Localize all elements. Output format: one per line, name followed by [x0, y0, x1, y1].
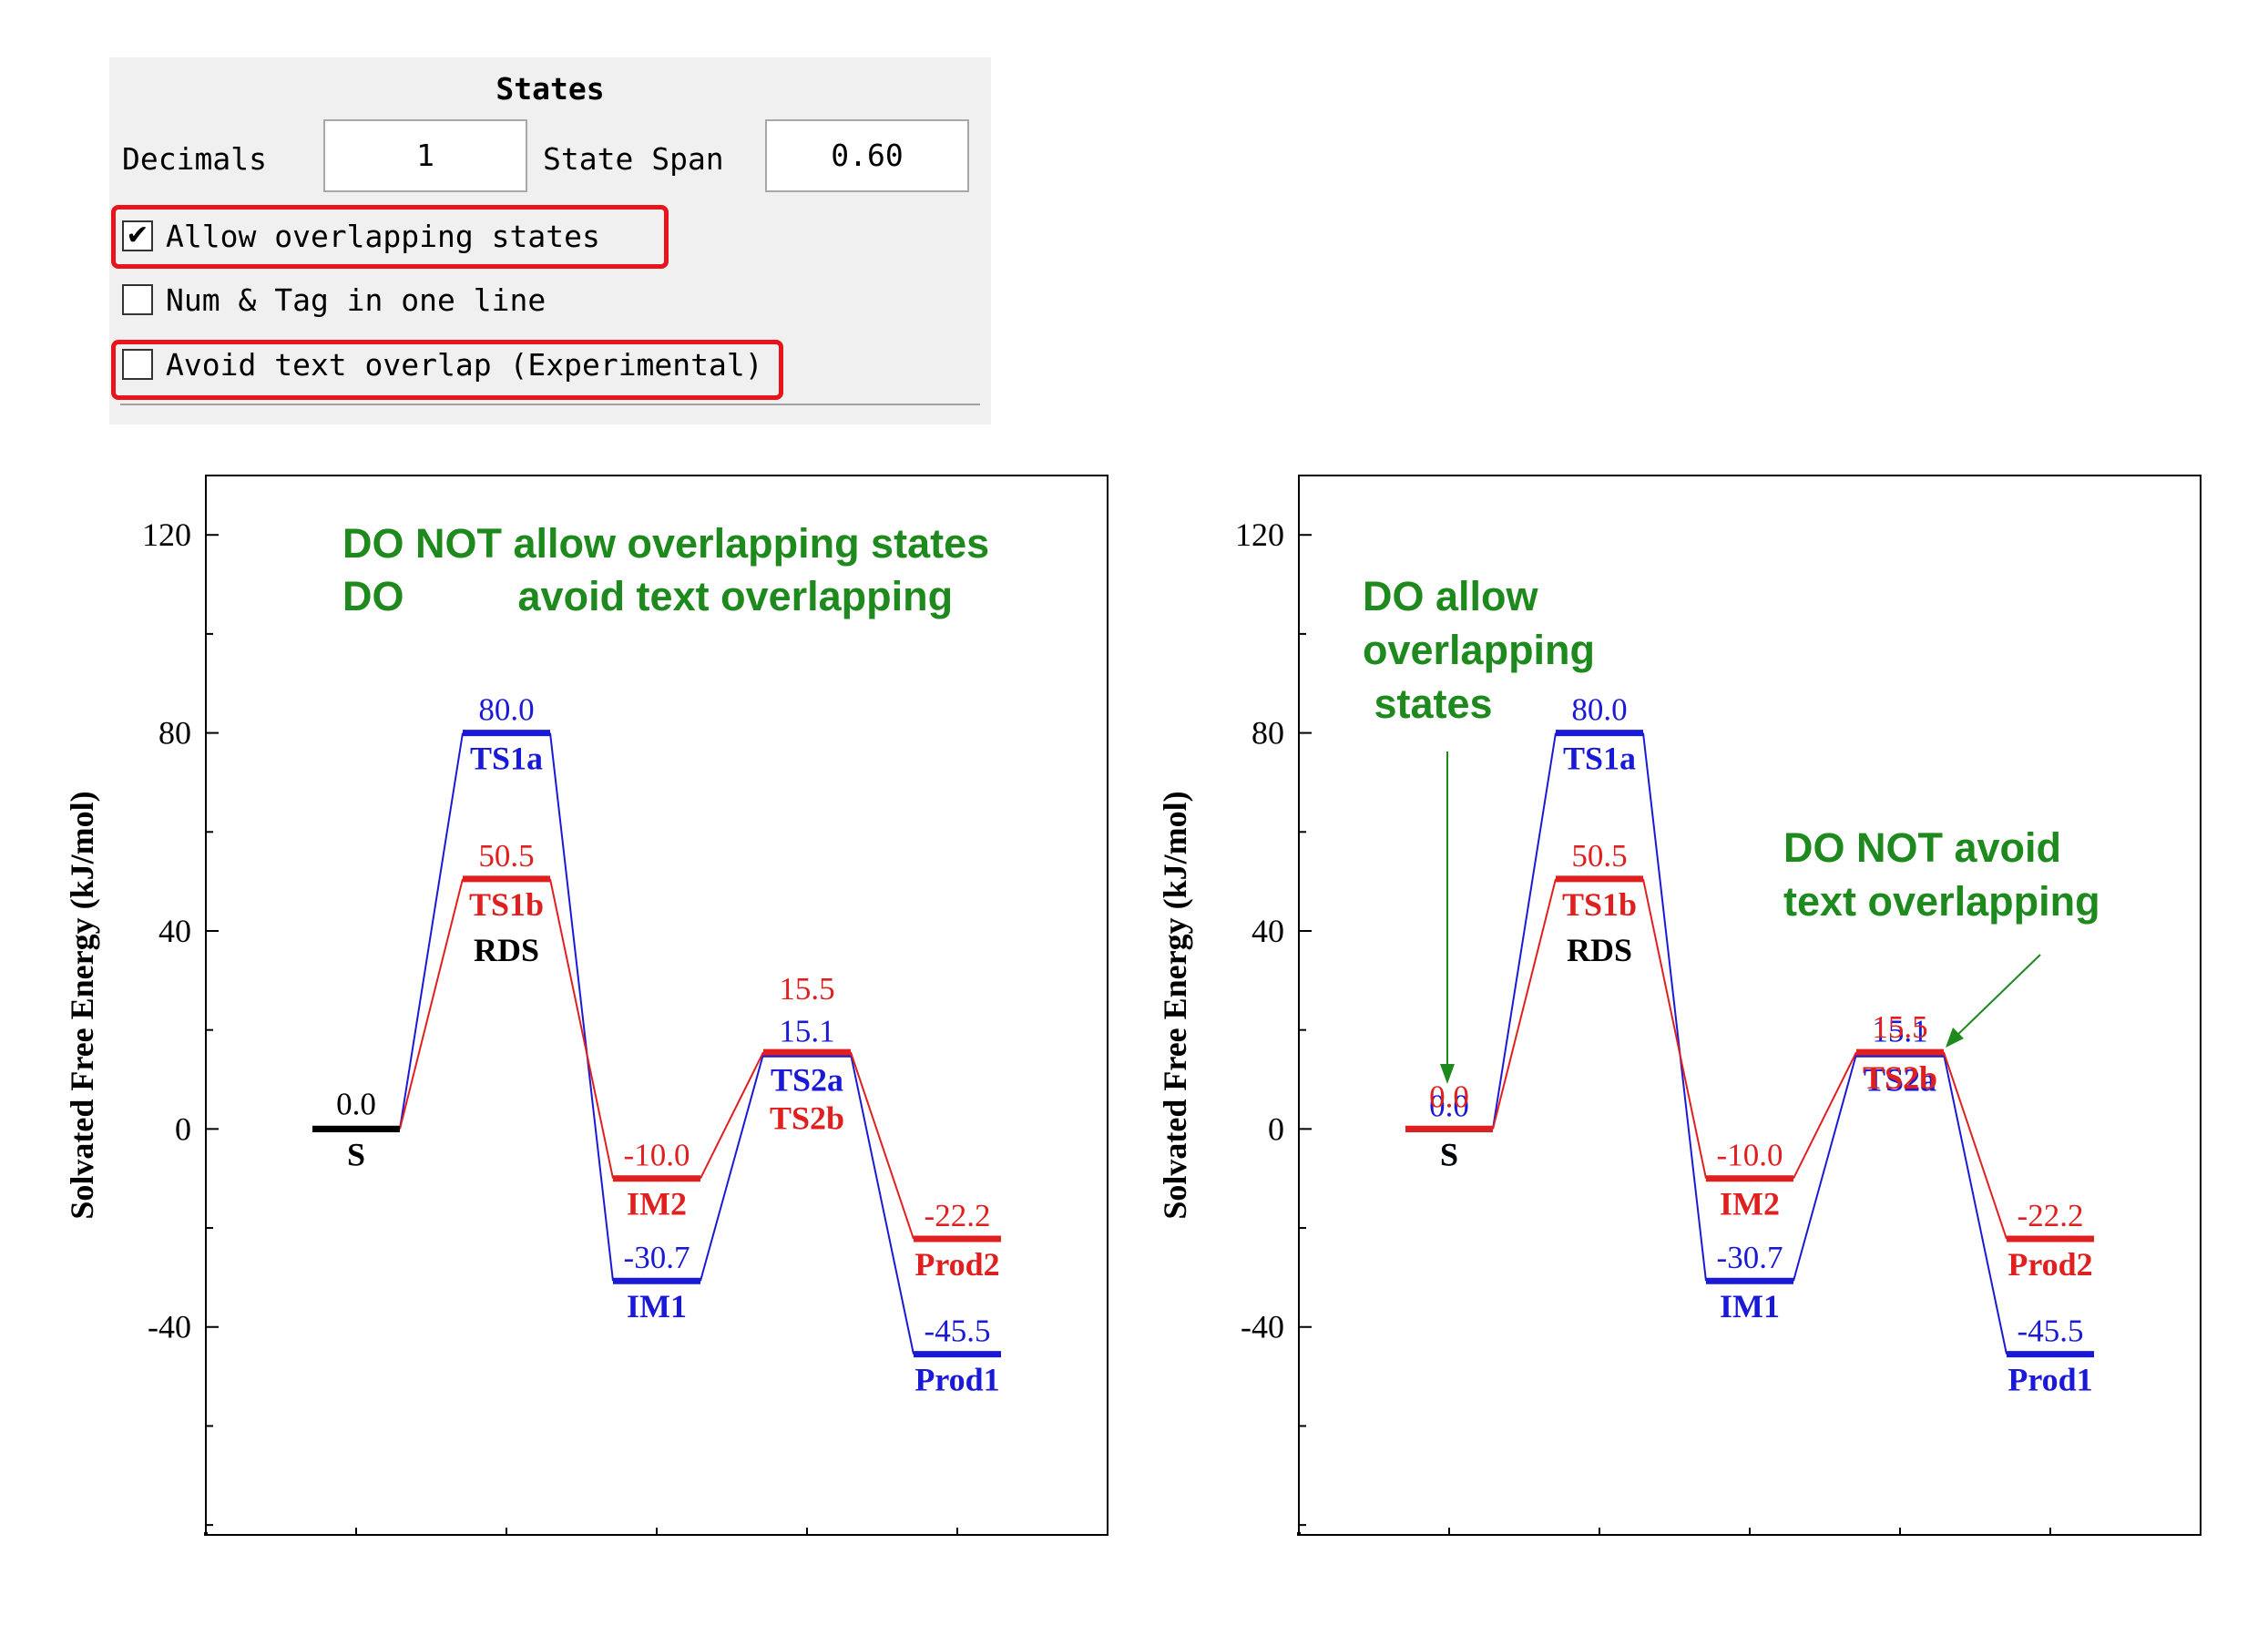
annotation-text: DO avoid text overlapping: [342, 573, 953, 619]
connector-line: [700, 1054, 764, 1282]
energy-profile-chart-left: -40 0 40 80 120 Solvated Free Energy (kJ/mol)…: [64, 475, 1108, 1536]
y-tick-label: 40: [1251, 913, 1284, 949]
connector-line: [850, 1054, 914, 1355]
y-tick-label: 40: [158, 913, 191, 949]
connector-line: [1492, 878, 1557, 1130]
connector-line: [1642, 878, 1707, 1179]
state-name-label: TS1b: [1562, 886, 1637, 923]
connector-line: [1793, 1051, 1857, 1180]
connector-line: [700, 1051, 764, 1180]
y-tick-label: -40: [148, 1309, 191, 1345]
allow-overlapping-option[interactable]: ✔ Allow overlapping states: [122, 210, 600, 261]
state-name-label: Prod2: [914, 1246, 999, 1283]
arrow-line: [1953, 954, 2041, 1039]
num-tag-option[interactable]: Num & Tag in one line: [122, 274, 546, 325]
connector-line: [1943, 1051, 2007, 1240]
y-tick-label: 80: [158, 715, 191, 752]
value-label: 50.5: [478, 838, 534, 874]
state-name-label: IM2: [1720, 1186, 1780, 1222]
value-label: 80.0: [478, 692, 534, 728]
num-tag-label: Num & Tag in one line: [166, 281, 547, 318]
y-tick-label: 0: [1268, 1110, 1284, 1147]
value-label: -10.0: [1717, 1138, 1783, 1173]
connector-line: [399, 878, 464, 1130]
state-name-label: S: [1440, 1136, 1458, 1172]
rds-label: RDS: [1567, 932, 1632, 968]
decimals-input[interactable]: 1: [323, 119, 527, 192]
state-name-label: TS2a: [1864, 1061, 1936, 1098]
value-label: 15.1: [779, 1013, 834, 1048]
state-name-label: Prod2: [2007, 1246, 2092, 1283]
value-label: 15.5: [1872, 1009, 1927, 1045]
state-name-label: TS2b: [770, 1099, 844, 1136]
arrow-head-icon: [1946, 1028, 1964, 1048]
allow-overlapping-checkbox[interactable]: ✔: [122, 220, 153, 251]
annotation-text: DO allow: [1363, 573, 1539, 619]
state-name-label: S: [347, 1136, 365, 1172]
decimals-label: Decimals: [122, 141, 267, 177]
value-label: -45.5: [2018, 1314, 2084, 1349]
states-settings-panel: States Decimals 1 State Span 0.60 ✔ Allo…: [109, 57, 991, 424]
y-tick-label: 80: [1251, 715, 1284, 752]
arrow-head-icon: [1440, 1064, 1455, 1084]
value-label: -45.5: [925, 1314, 991, 1349]
y-tick-label: 0: [175, 1110, 191, 1147]
value-label: 15.1: [1872, 1013, 1927, 1048]
annotation-text: states: [1363, 680, 1493, 727]
num-tag-checkbox[interactable]: [122, 284, 153, 315]
value-label: 0.0: [336, 1086, 376, 1121]
annotation-text: DO NOT allow overlapping states: [342, 520, 989, 567]
state-name-label: S: [1440, 1136, 1458, 1172]
value-label: -22.2: [925, 1198, 991, 1233]
origin-dot: [204, 1532, 208, 1536]
value-label: 50.5: [1571, 838, 1627, 874]
value-label: 15.5: [779, 971, 834, 1007]
avoid-text-overlap-option[interactable]: Avoid text overlap (Experimental): [122, 339, 763, 390]
value-label: 0.0: [1429, 1079, 1469, 1114]
state-span-label: State Span: [543, 141, 724, 177]
connector-line: [549, 878, 614, 1179]
state-name-label: TS1a: [470, 741, 543, 777]
avoid-text-overlap-label: Avoid text overlap (Experimental): [166, 346, 763, 383]
panel-divider: [120, 404, 980, 405]
state-name-label: Prod1: [914, 1362, 999, 1398]
y-axis-label: Solvated Free Energy (kJ/mol): [64, 791, 100, 1219]
annotation-text: overlapping: [1363, 627, 1595, 673]
value-label: 0.0: [1429, 1088, 1469, 1123]
connector-line: [399, 732, 464, 1130]
value-label: -30.7: [624, 1240, 690, 1275]
state-name-label: IM1: [1720, 1288, 1780, 1324]
connector-line: [1492, 732, 1557, 1130]
value-label: -10.0: [624, 1138, 690, 1173]
y-tick-label: 120: [1235, 516, 1284, 553]
energy-profile-chart-right: -40 0 40 80 120 Solvated Free Energy (kJ/mol)…: [1157, 475, 2202, 1536]
checkmark-icon: ✔: [126, 220, 149, 251]
value-label: -22.2: [2018, 1198, 2084, 1233]
annotation-text: text overlapping: [1783, 878, 2100, 925]
connector-line: [1642, 732, 1707, 1282]
state-name-label: Prod1: [2007, 1362, 2092, 1398]
state-name-label: TS2a: [771, 1061, 843, 1098]
value-label: 80.0: [1571, 692, 1627, 728]
panel-title: States: [495, 71, 605, 107]
value-label: -30.7: [1717, 1240, 1783, 1275]
y-tick-label: 120: [142, 516, 191, 553]
state-name-label: IM2: [627, 1186, 687, 1222]
state-name-label: TS1b: [469, 886, 544, 923]
connector-line: [1943, 1054, 2007, 1355]
allow-overlapping-label: Allow overlapping states: [166, 218, 600, 254]
connector-line: [1793, 1054, 1857, 1282]
connector-line: [549, 732, 614, 1282]
state-span-input[interactable]: 0.60: [765, 119, 969, 192]
y-tick-label: -40: [1241, 1309, 1284, 1345]
rds-label: RDS: [474, 932, 539, 968]
state-name-label: TS2b: [1863, 1059, 1937, 1096]
annotation-text: DO NOT avoid: [1783, 824, 2061, 871]
y-axis-label: Solvated Free Energy (kJ/mol): [1157, 791, 1193, 1219]
state-name-label: TS1a: [1563, 741, 1636, 777]
connector-line: [850, 1051, 914, 1240]
avoid-text-overlap-checkbox[interactable]: [122, 349, 153, 380]
origin-dot: [1297, 1532, 1301, 1536]
state-name-label: IM1: [627, 1288, 687, 1324]
